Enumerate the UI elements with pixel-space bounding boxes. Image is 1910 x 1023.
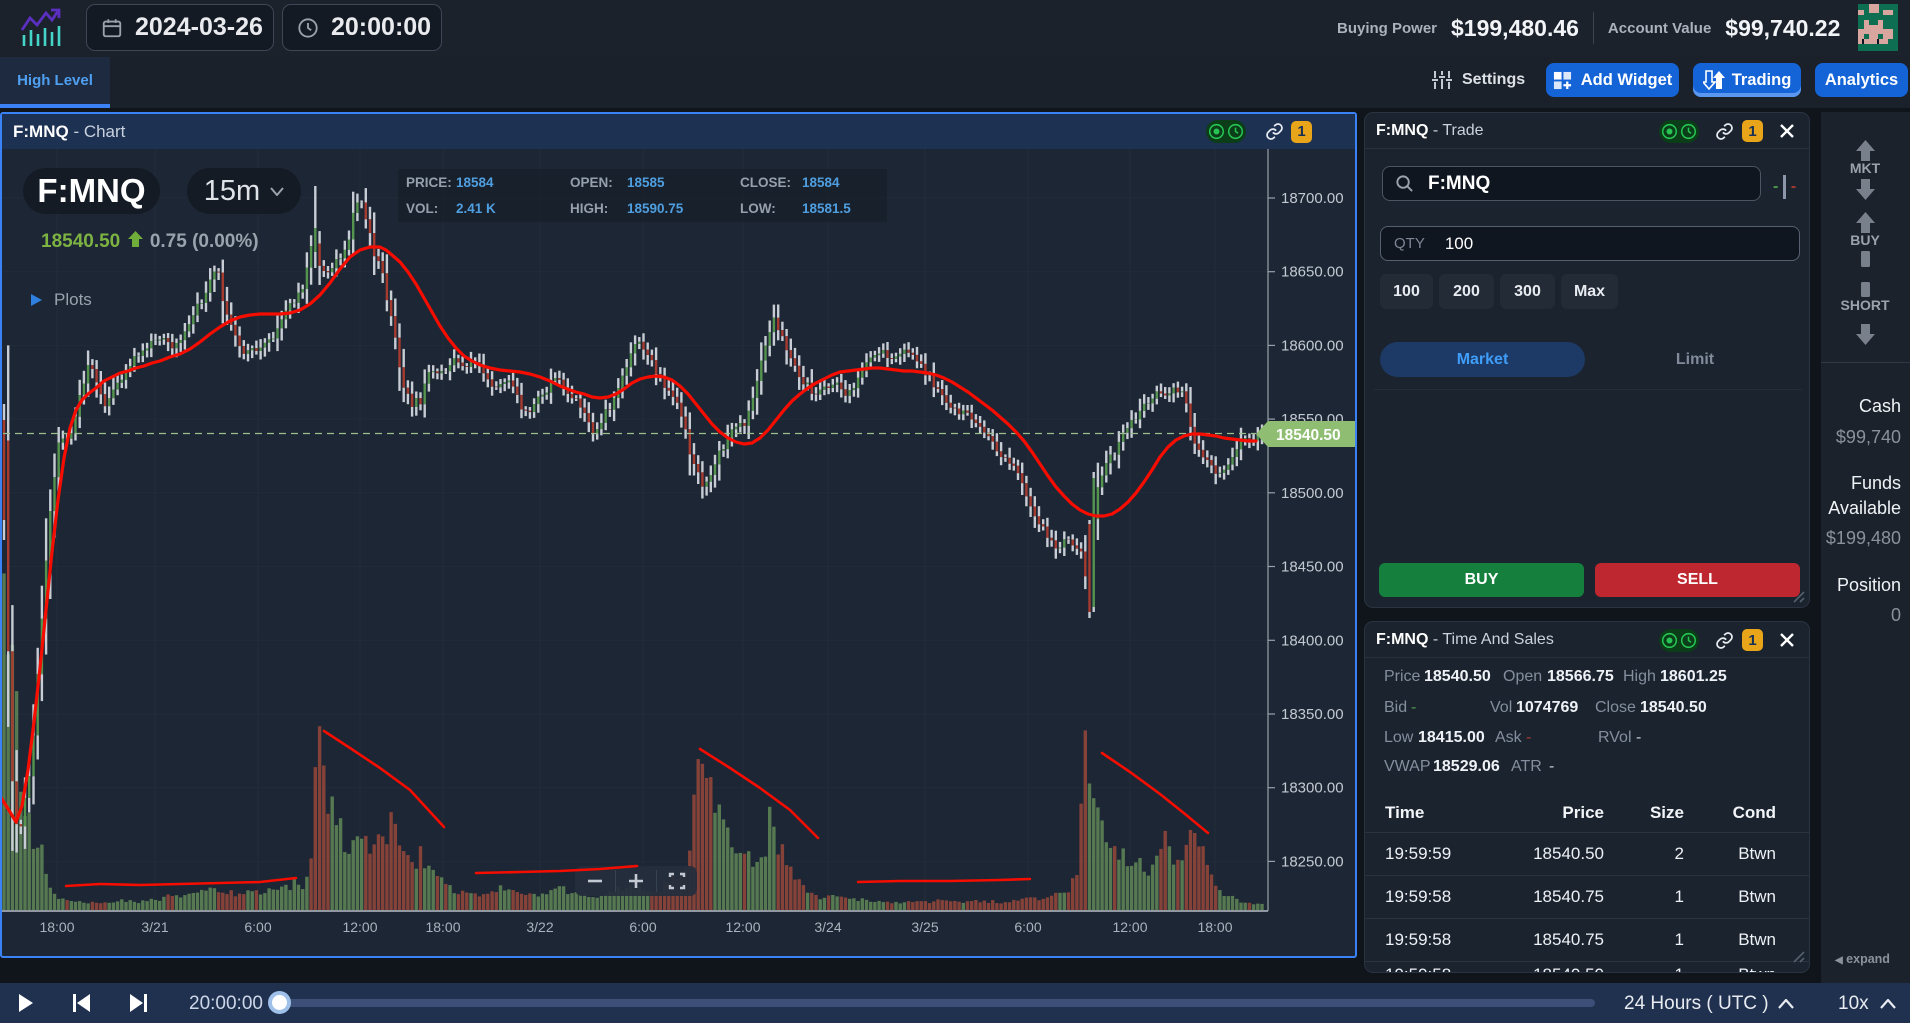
svg-text:18:00: 18:00: [425, 919, 460, 935]
svg-text:12:00: 12:00: [342, 919, 377, 935]
svg-text:18300.00: 18300.00: [1281, 780, 1344, 797]
svg-text:6:00: 6:00: [1014, 919, 1041, 935]
svg-text:18250.00: 18250.00: [1281, 853, 1344, 870]
svg-text:18650.00: 18650.00: [1281, 264, 1344, 281]
svg-text:18540.50: 18540.50: [1276, 427, 1341, 444]
svg-text:6:00: 6:00: [244, 919, 271, 935]
svg-text:18400.00: 18400.00: [1281, 632, 1344, 649]
svg-text:18350.00: 18350.00: [1281, 706, 1344, 723]
svg-text:3/21: 3/21: [141, 919, 168, 935]
svg-text:BUY: BUY: [1850, 232, 1880, 248]
svg-text:18600.00: 18600.00: [1281, 337, 1344, 354]
svg-text:3/25: 3/25: [911, 919, 938, 935]
svg-text:6:00: 6:00: [629, 919, 656, 935]
svg-text:18700.00: 18700.00: [1281, 190, 1344, 207]
svg-text:18:00: 18:00: [1197, 919, 1232, 935]
svg-text:18450.00: 18450.00: [1281, 559, 1344, 576]
svg-text:18500.00: 18500.00: [1281, 485, 1344, 502]
svg-text:3/22: 3/22: [526, 919, 553, 935]
svg-text:12:00: 12:00: [1112, 919, 1147, 935]
svg-text:3/24: 3/24: [814, 919, 841, 935]
svg-text:SHORT: SHORT: [1841, 297, 1890, 313]
svg-text:18:00: 18:00: [39, 919, 74, 935]
svg-text:MKT: MKT: [1850, 160, 1881, 176]
svg-text:12:00: 12:00: [725, 919, 760, 935]
